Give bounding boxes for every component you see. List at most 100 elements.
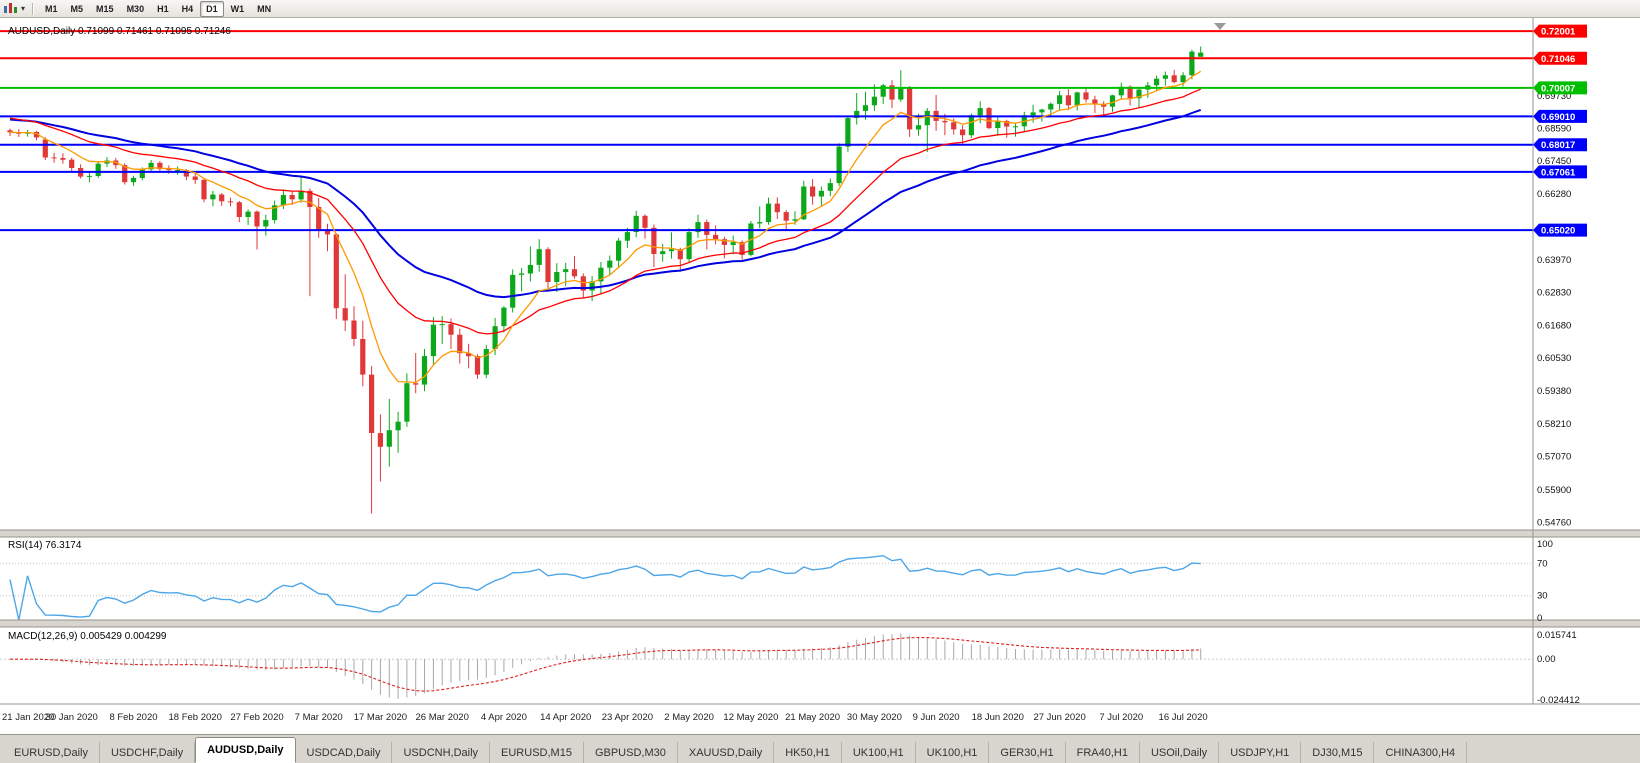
timeframe-button-w1[interactable]: W1 <box>230 3 245 14</box>
chart-shift-marker-icon[interactable] <box>1214 23 1226 30</box>
price-tag-0.71046: 0.71046 <box>1533 51 1587 65</box>
price-axis-labels: 0.69730 0.68590 0.67450 0.66280 0.63970 0.628… <box>1537 91 1571 529</box>
svg-text:23 Apr 2020: 23 Apr 2020 <box>602 712 653 723</box>
rsi-axis-label: 100 <box>1537 539 1553 550</box>
svg-text:0.68017: 0.68017 <box>1541 140 1575 151</box>
svg-text:26 Mar 2020: 26 Mar 2020 <box>416 712 469 723</box>
chart-background <box>0 18 1640 734</box>
chart-tab-china300-h4[interactable]: CHINA300,H4 <box>1374 742 1468 763</box>
chart-tab-audusd-daily[interactable]: AUDUSD,Daily <box>195 737 296 763</box>
chart-window: 0.69730 0.68590 0.67450 0.66280 0.63970 0.628… <box>0 18 1640 734</box>
svg-text:12 May 2020: 12 May 2020 <box>723 712 778 723</box>
chart-type-icon[interactable] <box>3 2 19 15</box>
timeframe-button-m1[interactable]: M1 <box>45 3 58 14</box>
price-tag-0.70007: 0.70007 <box>1533 81 1587 95</box>
chart-tab-usoil-daily[interactable]: USOil,Daily <box>1140 742 1220 763</box>
svg-text:16 Jul 2020: 16 Jul 2020 <box>1159 712 1208 723</box>
svg-text:18 Feb 2020: 18 Feb 2020 <box>169 712 222 723</box>
svg-text:0.70007: 0.70007 <box>1541 83 1575 94</box>
chart-tab-gbpusd-m30[interactable]: GBPUSD,M30 <box>584 742 678 763</box>
toolbar-separator <box>32 2 35 15</box>
svg-text:0.67061: 0.67061 <box>1541 167 1576 178</box>
svg-text:7 Jul 2020: 7 Jul 2020 <box>1099 712 1143 723</box>
chart-tab-eurusd-daily[interactable]: EURUSD,Daily <box>3 742 100 763</box>
timeframe-button-m30[interactable]: M30 <box>126 3 145 14</box>
svg-text:0.67450: 0.67450 <box>1537 156 1571 167</box>
chart-tab-ger30-h1[interactable]: GER30,H1 <box>989 742 1066 763</box>
panel-separators[interactable] <box>0 529 1640 628</box>
chart-tab-xauusd-daily[interactable]: XAUUSD,Daily <box>678 742 775 763</box>
macd-signal-line <box>10 637 1201 692</box>
svg-text:0.69010: 0.69010 <box>1541 112 1575 123</box>
svg-text:18 Jun 2020: 18 Jun 2020 <box>972 712 1024 723</box>
chart-tab-eurusd-m15[interactable]: EURUSD,M15 <box>490 742 584 763</box>
chart-tab-usdjpy-h1[interactable]: USDJPY,H1 <box>1219 742 1302 763</box>
rsi-level-lines <box>0 562 1533 597</box>
svg-text:2 May 2020: 2 May 2020 <box>664 712 714 723</box>
price-chart[interactable]: 0.69730 0.68590 0.67450 0.66280 0.63970 0.628… <box>0 18 1640 734</box>
chart-tab-uk100-h1-2[interactable]: UK100,H1 <box>916 742 990 763</box>
rsi-axis-label: 30 <box>1537 591 1548 602</box>
rsi-axis-label: 0 <box>1537 613 1542 624</box>
rsi-axis-label: 70 <box>1537 558 1548 569</box>
svg-text:0.57070: 0.57070 <box>1537 452 1571 463</box>
svg-text:0.54760: 0.54760 <box>1537 518 1571 529</box>
toolbar: ▾ M1 M5 M15 M30 H1 H4 D1 W1 MN <box>0 0 1640 18</box>
svg-text:7 Mar 2020: 7 Mar 2020 <box>295 712 343 723</box>
chevron-down-icon[interactable]: ▾ <box>21 4 26 13</box>
svg-text:21 May 2020: 21 May 2020 <box>785 712 840 723</box>
price-tag-0.65020: 0.65020 <box>1533 223 1587 237</box>
svg-text:21 Jan 2020: 21 Jan 2020 <box>2 712 54 723</box>
chart-tabs: EURUSD,Daily USDCHF,Daily AUDUSD,Daily USDC… <box>3 737 1468 763</box>
chart-tab-uk100-h1[interactable]: UK100,H1 <box>842 742 916 763</box>
macd-axis-label-bottom: -0.024412 <box>1537 695 1580 706</box>
macd-axis-label-zero: 0.00 <box>1537 654 1556 665</box>
svg-text:17 Mar 2020: 17 Mar 2020 <box>354 712 407 723</box>
svg-text:8 Feb 2020: 8 Feb 2020 <box>109 712 157 723</box>
timeframe-button-m5[interactable]: M5 <box>70 3 84 14</box>
svg-text:0.55900: 0.55900 <box>1537 485 1571 496</box>
timeframe-button-group: M1 M5 M15 M30 H1 H4 D1 W1 MN <box>39 0 277 17</box>
svg-text:0.65020: 0.65020 <box>1541 226 1575 237</box>
macd-histogram <box>36 633 1202 699</box>
price-tag-0.72001: 0.72001 <box>1533 24 1587 38</box>
svg-text:0.61680: 0.61680 <box>1537 320 1571 331</box>
ma-slow-line <box>9 108 1202 299</box>
svg-text:0.68590: 0.68590 <box>1537 123 1571 134</box>
timeframe-button-mn[interactable]: MN <box>257 3 272 14</box>
svg-text:0.62830: 0.62830 <box>1537 288 1571 299</box>
price-tag-0.69010: 0.69010 <box>1533 109 1587 123</box>
timeframe-button-d1[interactable]: D1 <box>200 0 224 17</box>
svg-text:0.66280: 0.66280 <box>1537 189 1571 200</box>
svg-text:0.72001: 0.72001 <box>1541 27 1576 38</box>
chart-tab-usdcnh-daily[interactable]: USDCNH,Daily <box>392 742 491 763</box>
timeframe-button-h4[interactable]: H4 <box>181 3 194 14</box>
ma-mid-line <box>9 88 1201 335</box>
price-tag-0.68017: 0.68017 <box>1533 138 1587 152</box>
timeframe-button-h1[interactable]: H1 <box>157 3 169 14</box>
chart-tab-usdchf-daily[interactable]: USDCHF,Daily <box>100 742 196 763</box>
chart-tab-dj30-m15[interactable]: DJ30,M15 <box>1301 742 1375 763</box>
svg-text:0.59380: 0.59380 <box>1537 386 1571 397</box>
svg-text:0.58210: 0.58210 <box>1537 419 1571 430</box>
rsi-line <box>9 554 1201 621</box>
timeframe-button-m15[interactable]: M15 <box>96 3 114 14</box>
svg-text:27 Feb 2020: 27 Feb 2020 <box>230 712 283 723</box>
chart-tab-fra40-h1[interactable]: FRA40,H1 <box>1066 742 1140 763</box>
macd-axis-label-top: 0.015741 <box>1537 630 1577 641</box>
svg-text:14 Apr 2020: 14 Apr 2020 <box>540 712 591 723</box>
chart-tab-hk50-h1[interactable]: HK50,H1 <box>774 742 842 763</box>
svg-text:30 May 2020: 30 May 2020 <box>847 712 902 723</box>
price-tag-0.67061: 0.67061 <box>1533 165 1587 179</box>
chart-tab-usdcad-daily[interactable]: USDCAD,Daily <box>296 742 393 763</box>
chart-tabs-bar: EURUSD,Daily USDCHF,Daily AUDUSD,Daily USDC… <box>0 734 1640 763</box>
svg-text:4 Apr 2020: 4 Apr 2020 <box>481 712 527 723</box>
svg-text:0.63970: 0.63970 <box>1537 255 1571 266</box>
svg-text:30 Jan 2020: 30 Jan 2020 <box>46 712 98 723</box>
svg-text:0.71046: 0.71046 <box>1541 54 1575 65</box>
svg-text:0.60530: 0.60530 <box>1537 353 1571 364</box>
ma-fast-line <box>9 70 1202 384</box>
svg-text:0.69730: 0.69730 <box>1537 91 1571 102</box>
